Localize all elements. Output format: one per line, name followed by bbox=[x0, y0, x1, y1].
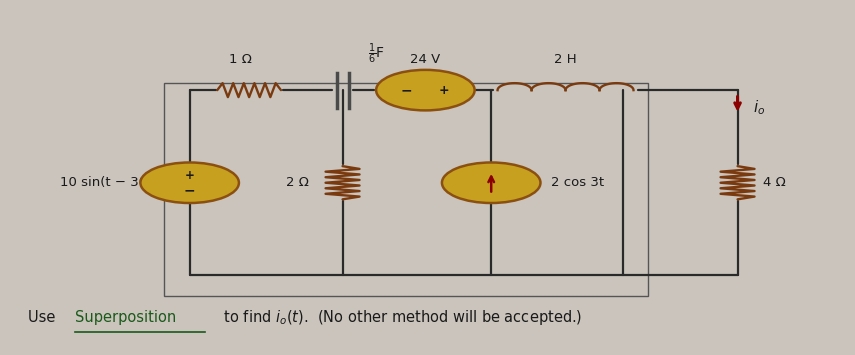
Bar bbox=[164, 83, 648, 296]
Text: Use: Use bbox=[28, 310, 60, 325]
Text: 2 Ω: 2 Ω bbox=[286, 176, 309, 189]
Text: 10 sin(t − 30°) V: 10 sin(t − 30°) V bbox=[61, 176, 173, 189]
Circle shape bbox=[442, 163, 540, 203]
Text: 24 V: 24 V bbox=[410, 53, 440, 66]
Circle shape bbox=[376, 70, 475, 110]
Text: −: − bbox=[401, 83, 412, 97]
Text: −: − bbox=[184, 184, 196, 197]
Text: to find $i_o(t)$.  (No other method will be accepted.): to find $i_o(t)$. (No other method will … bbox=[220, 308, 583, 327]
Text: 4 Ω: 4 Ω bbox=[763, 176, 786, 189]
Text: +: + bbox=[185, 169, 195, 181]
Circle shape bbox=[140, 163, 239, 203]
Text: Superposition: Superposition bbox=[75, 310, 176, 325]
Text: $i_o$: $i_o$ bbox=[753, 98, 765, 117]
Text: 2 cos 3t: 2 cos 3t bbox=[551, 176, 604, 189]
Text: 2 H: 2 H bbox=[554, 53, 577, 66]
Text: +: + bbox=[439, 84, 450, 97]
Text: 1 Ω: 1 Ω bbox=[229, 53, 252, 66]
Text: $\frac{1}{6}$F: $\frac{1}{6}$F bbox=[368, 41, 385, 66]
